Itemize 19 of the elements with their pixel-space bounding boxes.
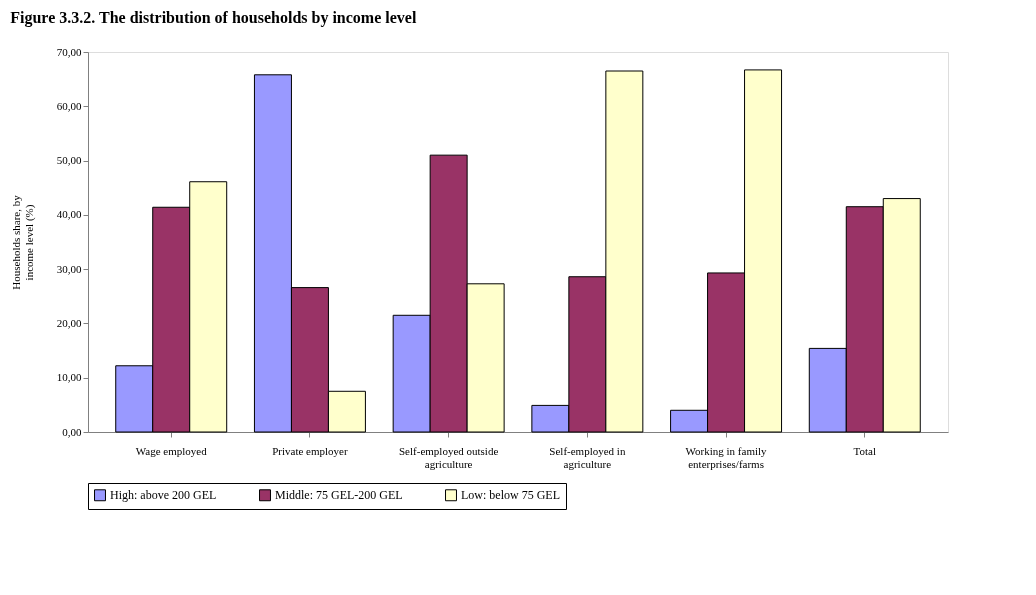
x-tick-label: Self-employed outside agriculture: [399, 444, 499, 470]
y-tick-label: 30,00: [56, 262, 82, 275]
x-tick-label: Total: [853, 444, 876, 457]
y-axis-title: Households share, by income level (%): [9, 194, 36, 290]
y-tick-label: 0,00: [62, 425, 82, 438]
y-tick-label: 40,00: [56, 208, 82, 221]
chart-title: Figure 3.3.2. The distribution of households by income level: [10, 9, 417, 27]
y-tick-label: 50,00: [56, 154, 82, 167]
x-tick-label: Working in family enterprises/farms: [685, 444, 768, 470]
x-tick-label: Wage employed: [135, 444, 208, 457]
y-tick-label: 10,00: [56, 371, 82, 384]
legend-label: High: above 200 GEL: [110, 488, 217, 503]
y-tick-label: 20,00: [56, 316, 82, 329]
legend-label: Middle: 75 GEL-200 GEL: [275, 488, 403, 503]
x-tick-label: Private employer: [272, 444, 348, 457]
x-tick-label: Self-employed in agriculture: [549, 444, 626, 470]
y-tick-label: 70,00: [56, 45, 82, 58]
legend-label: Low: below 75 GEL: [461, 488, 560, 503]
y-tick-label: 60,00: [56, 99, 82, 112]
